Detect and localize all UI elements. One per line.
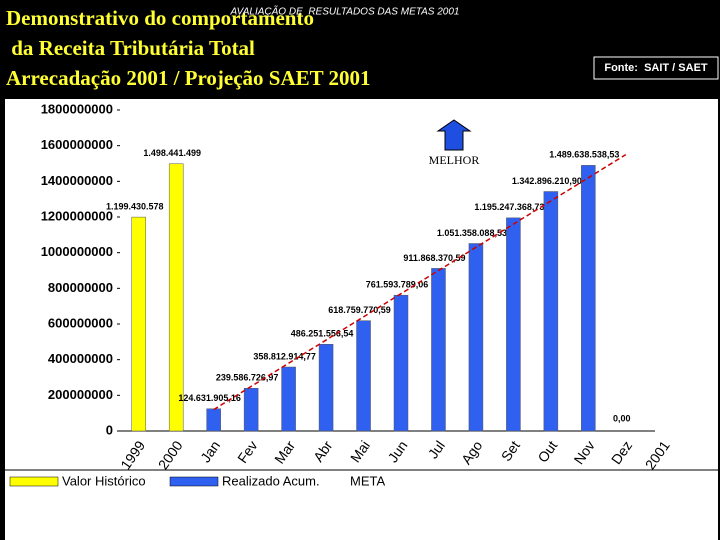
bar — [543, 191, 559, 432]
legend-label: Valor Histórico — [62, 473, 146, 488]
annotation: MELHOR — [429, 153, 480, 167]
bar — [506, 217, 521, 432]
value-label: 239.586.726,97 — [216, 373, 279, 383]
y-tick-label: 1400000000 — [41, 173, 113, 188]
value-label: 486.251.556,54 — [291, 329, 354, 339]
legend-label: Realizado Acum. — [222, 473, 320, 488]
source-box — [593, 56, 719, 80]
y-tick-label: 200000000 — [48, 387, 113, 402]
meta-line — [213, 153, 627, 411]
bar — [468, 243, 484, 432]
value-label: 0,00 — [613, 413, 631, 423]
y-tick-label: 1600000000 — [41, 137, 113, 152]
legend-swatch — [169, 476, 219, 487]
value-label: 911.868.370,59 — [403, 253, 465, 263]
value-label: 618.759.770,59 — [328, 305, 391, 315]
bar — [318, 344, 334, 432]
value-label: 1.199.430.578 — [106, 201, 164, 211]
plot-background — [5, 99, 718, 540]
bar — [168, 163, 184, 432]
arrow-icon — [436, 119, 472, 151]
chart-title: da Receita Tributária Total — [6, 36, 255, 60]
y-tick-label: 400000000 — [48, 351, 113, 366]
bar — [206, 408, 221, 432]
bar — [243, 388, 259, 432]
y-tick-label: 1200000000 — [41, 208, 113, 223]
value-label: 761.593.789,06 — [366, 280, 429, 290]
subtitle: AVALIAÇÃO DE RESULTADOS DAS METAS 2001 — [230, 5, 460, 18]
y-tick-label: 1800000000 — [41, 101, 113, 116]
chart-title: Arrecadação 2001 / Projeção SAET 2001 — [6, 66, 371, 90]
bar — [131, 216, 146, 432]
chart-title: Demonstrativo do comportamento — [6, 6, 314, 30]
bar — [356, 320, 371, 432]
value-label: 1.051.358.088,53 — [437, 228, 507, 238]
value-label: 1.342.896.210,90 — [512, 176, 582, 186]
value-label: 1.489.638.538,53 — [549, 150, 619, 160]
y-tick-label: 600000000 — [48, 315, 113, 330]
value-label: 124.631.905,16 — [178, 393, 241, 403]
value-label: 1.195.247.368,73 — [474, 202, 544, 212]
value-label: 1.498.441.499 — [143, 148, 201, 158]
bar — [431, 268, 446, 432]
bar — [581, 165, 596, 432]
bar — [281, 366, 296, 432]
bar — [393, 294, 409, 432]
legend-swatch — [9, 476, 59, 487]
source: Fonte: SAIT / SAET — [604, 62, 708, 74]
value-label: 358.812.914,77 — [253, 351, 316, 361]
y-tick-label: 800000000 — [48, 280, 113, 295]
y-tick-label: 1000000000 — [41, 244, 113, 259]
y-tick-label: 0 — [106, 422, 113, 437]
legend-label: META — [350, 473, 385, 488]
